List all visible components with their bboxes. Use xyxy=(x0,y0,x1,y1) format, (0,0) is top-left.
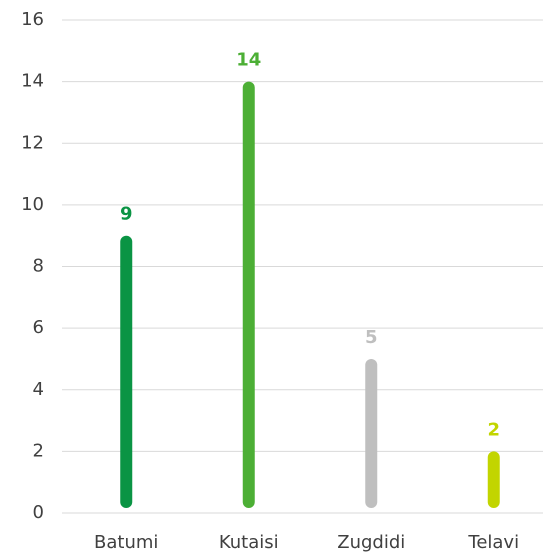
y-tick-label: 2 xyxy=(33,440,44,461)
y-tick-label: 4 xyxy=(33,379,44,400)
bar xyxy=(487,451,500,508)
y-tick-label: 16 xyxy=(21,9,44,30)
y-tick-label: 12 xyxy=(21,132,44,153)
x-tick-label: Batumi xyxy=(94,532,158,553)
data-label: 5 xyxy=(365,327,378,348)
y-tick-label: 6 xyxy=(33,317,44,338)
data-label: 2 xyxy=(487,419,500,440)
bar xyxy=(365,358,378,508)
data-label: 14 xyxy=(236,50,261,71)
y-tick-label: 14 xyxy=(21,71,44,92)
bar xyxy=(242,81,255,508)
y-tick-label: 8 xyxy=(33,256,44,277)
y-tick-label: 10 xyxy=(21,194,44,215)
y-tick-label: 0 xyxy=(33,502,44,523)
data-label: 9 xyxy=(120,204,133,225)
x-tick-label: Telavi xyxy=(467,532,519,553)
x-tick-label: Zugdidi xyxy=(337,532,405,553)
x-tick-label: Kutaisi xyxy=(219,532,279,553)
bar xyxy=(120,235,133,508)
